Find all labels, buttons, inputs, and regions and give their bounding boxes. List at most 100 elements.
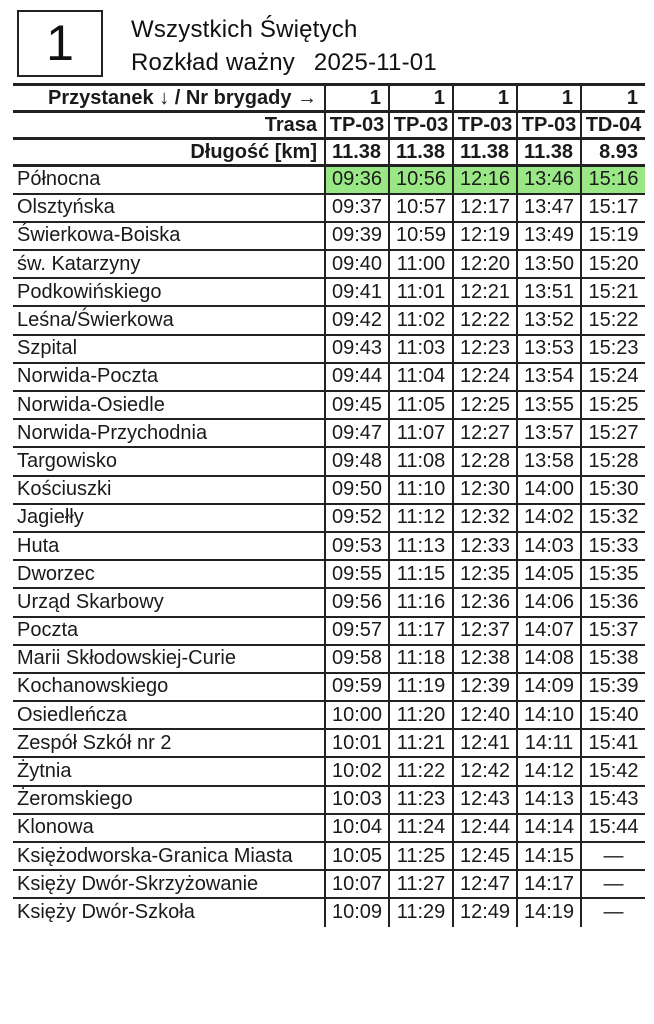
departure-time-cell: 13:52 — [516, 306, 581, 336]
departure-time-cell: 10:09 — [324, 898, 389, 927]
table-row: Norwida-Poczta 09:44 11:04 12:24 13:54 15:24 — [13, 362, 645, 393]
departure-time-cell: 10:01 — [324, 729, 389, 759]
departure-time-cell: 15:28 — [580, 447, 645, 477]
departure-time-cell: 09:57 — [324, 616, 389, 646]
length-value-cell: 11.38 — [388, 138, 453, 167]
departure-time-cell: 12:39 — [452, 672, 517, 703]
departure-time-cell: 12:19 — [452, 221, 517, 252]
table-row: Osiedleńcza 10:00 11:20 12:40 14:10 15:40 — [13, 701, 645, 731]
departure-time-cell: 09:47 — [324, 419, 389, 449]
departure-time-cell: 15:19 — [580, 221, 645, 252]
departure-time-cell: 14:14 — [516, 813, 581, 844]
length-value-cell: 8.93 — [580, 138, 645, 167]
departure-time-cell: 14:02 — [516, 503, 581, 533]
departure-time-cell: 12:24 — [452, 362, 517, 393]
table-row: Szpital 09:43 11:03 12:23 13:53 15:23 — [13, 334, 645, 364]
stop-name-cell: Księżodworska-Granica Miasta — [13, 842, 325, 872]
departure-time-cell: 15:44 — [580, 813, 645, 844]
departure-time-cell: — — [580, 842, 645, 872]
departure-time-cell: 10:02 — [324, 757, 389, 787]
length-value-cell: 11.38 — [516, 138, 581, 167]
departure-time-cell: 11:21 — [388, 729, 453, 759]
departure-time-cell: 14:03 — [516, 531, 581, 562]
stop-name-cell: Marii Skłodowskiej-Curie — [13, 644, 325, 674]
route-number-box: 1 — [17, 10, 103, 77]
table-row: Targowisko 09:48 11:08 12:28 13:58 15:28 — [13, 447, 645, 477]
departure-time-cell: 12:42 — [452, 757, 517, 787]
departure-time-cell: 11:03 — [388, 334, 453, 364]
departure-time-cell: 13:55 — [516, 391, 581, 421]
departure-time-cell: 12:43 — [452, 785, 517, 815]
stop-name-cell: Kościuszki — [13, 475, 325, 505]
table-row: Huta 09:53 11:13 12:33 14:03 15:33 — [13, 531, 645, 562]
departure-time-cell-highlighted: 09:36 — [324, 165, 389, 195]
departure-time-cell: 15:24 — [580, 362, 645, 393]
stop-name-cell: Huta — [13, 531, 325, 562]
departure-time-cell: 12:30 — [452, 475, 517, 505]
table-row: Olsztyńska 09:37 10:57 12:17 13:47 15:17 — [13, 193, 645, 223]
stop-name-cell: Świerkowa-Boiska — [13, 221, 325, 252]
departure-time-cell: 15:33 — [580, 531, 645, 562]
trasa-label: Trasa — [13, 111, 325, 140]
departure-time-cell: 12:45 — [452, 842, 517, 872]
departure-time-cell: 11:17 — [388, 616, 453, 646]
table-row: Klonowa 10:04 11:24 12:44 14:14 15:44 — [13, 813, 645, 844]
departure-time-cell: 15:35 — [580, 560, 645, 590]
trasa-value-cell: TP-03 — [324, 111, 389, 140]
departure-time-cell: 14:09 — [516, 672, 581, 703]
departure-time-cell: 13:57 — [516, 419, 581, 449]
departure-time-cell: 12:27 — [452, 419, 517, 449]
departure-time-cell: 09:41 — [324, 278, 389, 308]
departure-time-cell: 09:40 — [324, 250, 389, 280]
departure-time-cell: 15:38 — [580, 644, 645, 674]
departure-time-cell: 12:32 — [452, 503, 517, 533]
departure-time-cell: 15:21 — [580, 278, 645, 308]
departure-time-cell: 13:54 — [516, 362, 581, 393]
table-row: Żytnia 10:02 11:22 12:42 14:12 15:42 — [13, 757, 645, 787]
departure-time-cell: 10:57 — [388, 193, 453, 223]
length-value-cell: 11.38 — [324, 138, 389, 167]
departure-time-cell: 15:20 — [580, 250, 645, 280]
departure-time-cell: 09:43 — [324, 334, 389, 364]
departure-time-cell: 11:18 — [388, 644, 453, 674]
departure-time-cell: 15:39 — [580, 672, 645, 703]
stop-name-cell: Księży Dwór-Szkoła — [17, 901, 195, 924]
stop-name-cell: Kochanowskiego — [13, 672, 325, 703]
length-row: Długość [km] 11.38 11.38 11.38 11.38 8.93 — [13, 138, 645, 167]
schedule-validity: Rozkład ważny 2025-11-01 — [131, 46, 437, 79]
departure-time-cell: 14:11 — [516, 729, 581, 759]
departure-time-cell: 10:07 — [324, 870, 389, 900]
brigade-number-cell: 1 — [516, 83, 581, 113]
table-row: Jagiełły 09:52 11:12 12:32 14:02 15:32 — [13, 503, 645, 533]
trasa-row: Trasa TP-03 TP-03 TP-03 TP-03 TD-04 — [13, 111, 645, 140]
valid-date: 2025-11-01 — [313, 49, 437, 76]
stop-name-cell: Szpital — [13, 334, 325, 364]
departure-time-cell: 09:59 — [324, 672, 389, 703]
departure-time-cell: 11:23 — [388, 785, 453, 815]
trasa-value-cell: TD-04 — [580, 111, 645, 140]
departure-time-cell: 09:45 — [324, 391, 389, 421]
trasa-value-cell: TP-03 — [516, 111, 581, 140]
length-label: Długość [km] — [13, 138, 325, 167]
table-row: Żeromskiego 10:03 11:23 12:43 14:13 15:43 — [13, 785, 645, 815]
departure-time-cell: 12:35 — [452, 560, 517, 590]
stop-name-cell: Podkowińskiego — [13, 278, 325, 308]
departure-time-cell: 14:10 — [516, 701, 581, 731]
schedule-validity-label: Rozkład ważny — [131, 49, 296, 76]
departure-time-cell: — — [580, 870, 645, 900]
departure-time-cell: 13:53 — [516, 334, 581, 364]
table-row: Północna 09:36 10:56 12:16 13:46 15:16 — [13, 165, 645, 195]
departure-time-cell: 11:05 — [388, 391, 453, 421]
departure-time-cell: 12:40 — [452, 701, 517, 731]
stop-name-cell: Targowisko — [13, 447, 325, 477]
departure-time-cell: 11:08 — [388, 447, 453, 477]
departure-time-cell: 14:06 — [516, 588, 581, 618]
departure-time-cell: 15:37 — [580, 616, 645, 646]
departure-time-cell: 15:43 — [580, 785, 645, 815]
stop-name-cell: Żeromskiego — [13, 785, 325, 815]
departure-time-cell: 13:58 — [516, 447, 581, 477]
trasa-value-cell: TP-03 — [388, 111, 453, 140]
departure-time-cell: 12:47 — [452, 870, 517, 900]
departure-time-cell: 15:25 — [580, 391, 645, 421]
departure-time-cell: 12:33 — [452, 531, 517, 562]
